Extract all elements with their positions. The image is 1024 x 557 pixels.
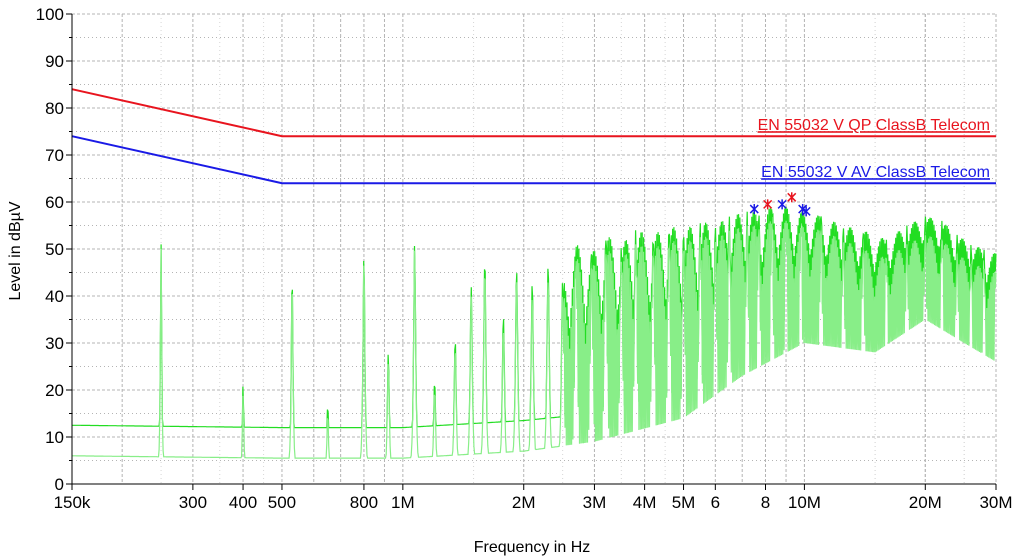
x-tick-label: 150k (54, 493, 91, 512)
peak-marker (801, 206, 811, 217)
limit-lines: EN 55032 V QP ClassB Telecom EN 55032 V A… (71, 88, 996, 185)
y-tick-label: 50 (45, 240, 64, 259)
x-tick-label: 500 (268, 493, 296, 512)
limit-line-qp (71, 88, 996, 138)
axes: 0 10 20 30 40 50 60 70 80 90 100 150k 300 400 500 800 1M… (36, 5, 1013, 512)
x-tick-label: 2M (512, 493, 536, 512)
peak-marker (777, 199, 787, 210)
x-tick-label: 20M (909, 493, 942, 512)
x-tick-label: 6 (711, 493, 720, 512)
x-tick-label: 4M (633, 493, 657, 512)
y-tick-label: 100 (36, 5, 64, 24)
x-tick-label: 400 (229, 493, 257, 512)
y-axis-title: Level in dBµV (7, 201, 24, 300)
y-tick-label: 80 (45, 99, 64, 118)
x-tick-label: 3M (583, 493, 607, 512)
limit-label-qp: EN 55032 V QP ClassB Telecom (758, 117, 990, 134)
x-tick-label: 5M (672, 493, 696, 512)
x-tick-label: 8 (761, 493, 770, 512)
y-tick-label: 70 (45, 146, 64, 165)
y-tick-label: 20 (45, 381, 64, 400)
x-tick-label: 1M (391, 493, 415, 512)
x-tick-label: 800 (350, 493, 378, 512)
limit-line-av (71, 135, 996, 185)
emission-series-1 (72, 220, 997, 459)
limit-label-av: EN 55032 V AV ClassB Telecom (761, 164, 990, 181)
x-tick-label: 10M (788, 493, 821, 512)
y-tick-label: 90 (45, 52, 64, 71)
x-tick-label: 300 (179, 493, 207, 512)
x-tick-label: 30M (979, 493, 1012, 512)
y-tick-label: 0 (55, 475, 64, 494)
y-tick-label: 10 (45, 428, 64, 447)
x-axis-title: Frequency in Hz (474, 539, 591, 556)
y-tick-label: 40 (45, 287, 64, 306)
peak-marker (749, 204, 759, 215)
peak-marker (787, 192, 797, 203)
series-layer (72, 206, 997, 459)
peak-marker (763, 199, 773, 210)
y-tick-label: 60 (45, 193, 64, 212)
y-tick-label: 30 (45, 334, 64, 353)
markers (749, 192, 811, 217)
